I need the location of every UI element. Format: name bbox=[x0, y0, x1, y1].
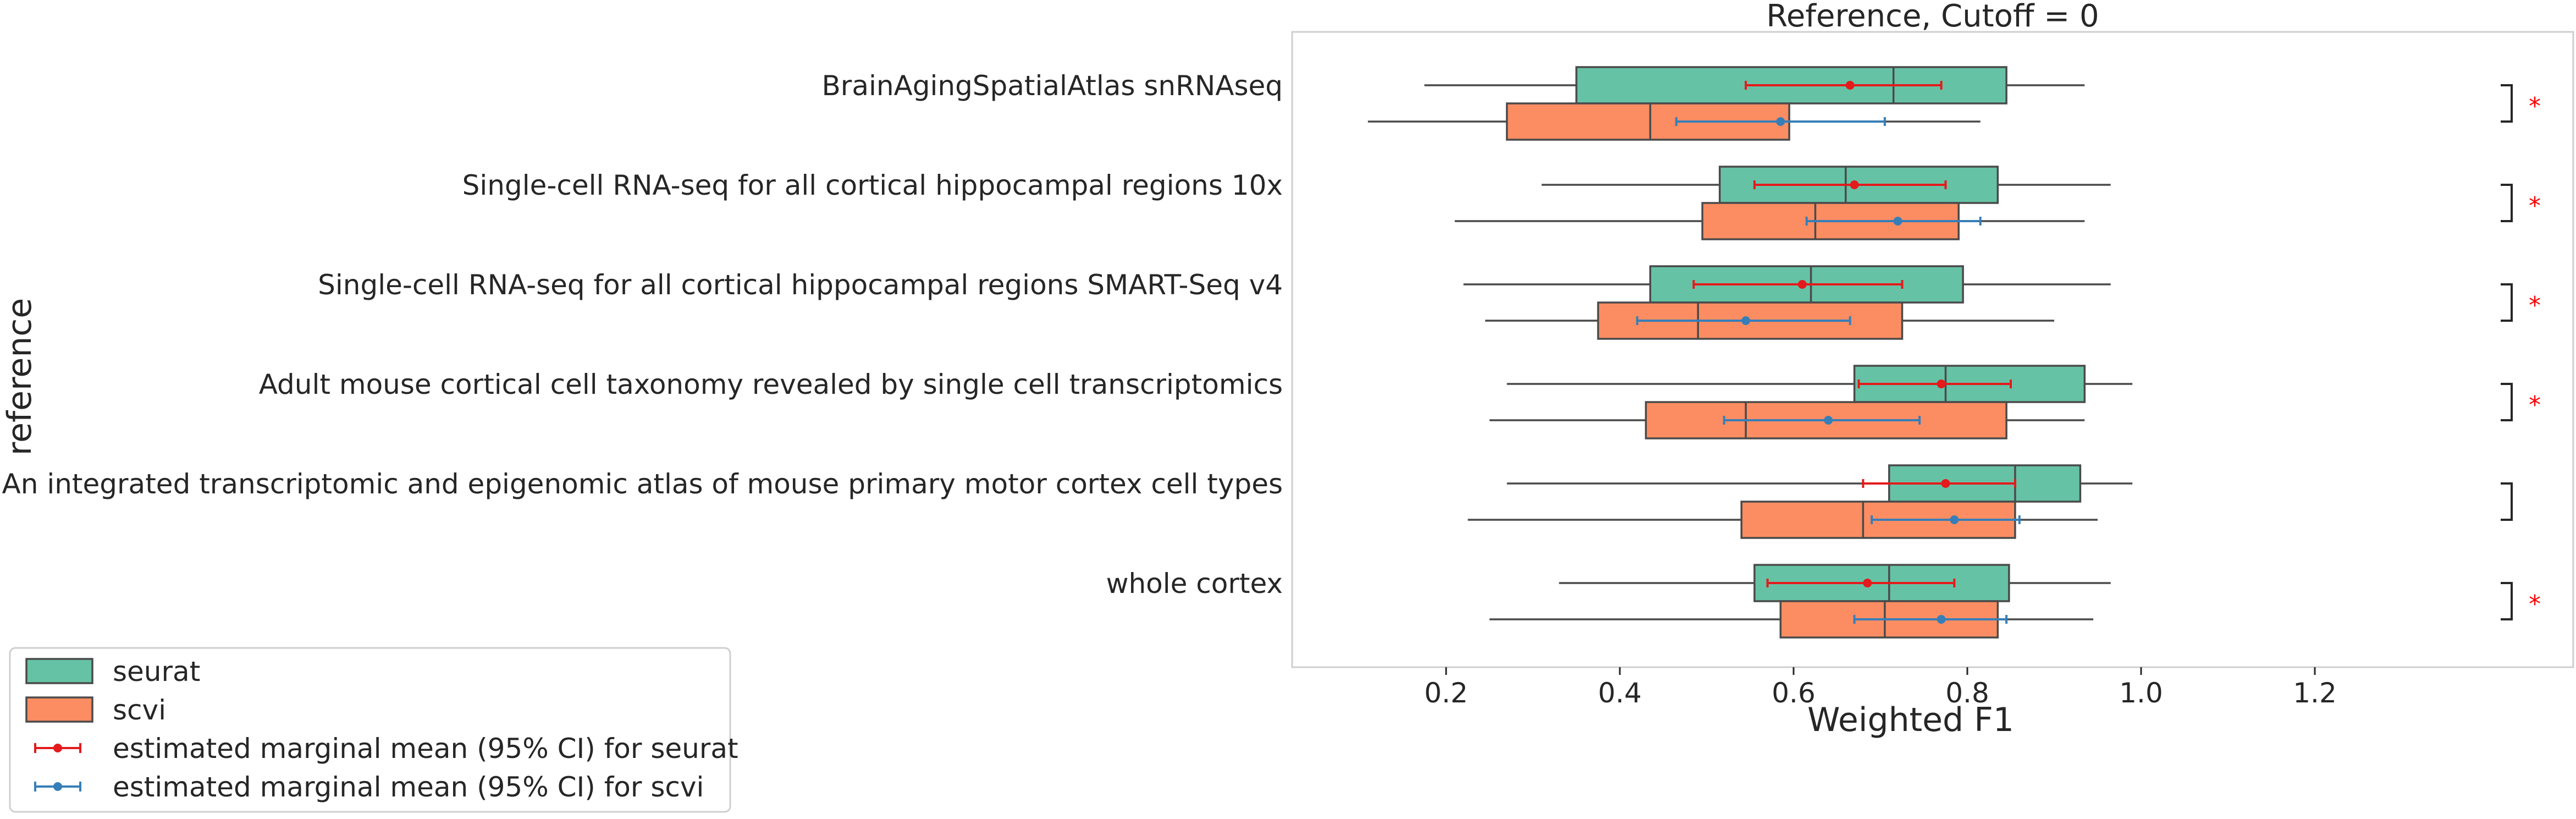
x-axis-label: Weighted F1 bbox=[1807, 701, 2014, 739]
significance-bracket bbox=[2501, 582, 2513, 620]
legend-label: scvi bbox=[113, 694, 166, 726]
scvi-mean-point bbox=[1824, 416, 1833, 425]
seurat-mean-point bbox=[1937, 380, 1946, 388]
legend: seurat scvi estimated marginal mean (95% C… bbox=[9, 647, 738, 813]
y-tick-label: An integrated transcriptomic and epigeno… bbox=[2, 468, 1283, 500]
legend-errorbar-point bbox=[53, 744, 62, 752]
y-axis-tick-labels: BrainAgingSpatialAtlas snRNAseq Single-ce… bbox=[2, 70, 1283, 600]
significance-bracket bbox=[2501, 84, 2513, 123]
legend-swatch bbox=[25, 696, 93, 723]
seurat-mean-point bbox=[1850, 180, 1859, 189]
chart-title: Reference, Cutoff = 0 bbox=[1766, 0, 2099, 34]
significance-star: * bbox=[2529, 292, 2541, 320]
legend-frame bbox=[9, 647, 731, 813]
x-axis-ticks: 0.2 0.4 0.6 0.8 1.0 1.2 bbox=[1424, 667, 2337, 709]
marginal-mean-series bbox=[1636, 81, 2021, 624]
y-tick-label: Single-cell RNA-seq for all cortical hip… bbox=[462, 169, 1283, 201]
y-tick-label: whole cortex bbox=[1106, 568, 1283, 600]
x-tick-label: 1.0 bbox=[2119, 677, 2163, 709]
seurat-marginal-mean bbox=[1766, 579, 1956, 587]
scvi-marginal-mean bbox=[1853, 615, 2008, 624]
scvi-marginal-mean bbox=[1723, 416, 1921, 425]
significance-star: * bbox=[2529, 391, 2541, 419]
seurat-marginal-mean bbox=[1857, 380, 2012, 388]
significance-star: * bbox=[2529, 590, 2541, 618]
seurat-marginal-mean bbox=[1753, 180, 1947, 189]
significance-bracket bbox=[2501, 482, 2513, 521]
x-tick-label: 0.4 bbox=[1598, 677, 1642, 709]
y-tick-label: BrainAgingSpatialAtlas snRNAseq bbox=[821, 70, 1283, 102]
y-tick-label: Single-cell RNA-seq for all cortical hip… bbox=[318, 269, 1283, 301]
seurat-mean-point bbox=[1863, 579, 1872, 587]
scvi-mean-point bbox=[1776, 117, 1785, 126]
seurat-mean-point bbox=[1845, 81, 1855, 90]
significance-markers: * * * * * bbox=[2501, 84, 2541, 620]
scvi-marginal-mean bbox=[1636, 316, 1851, 325]
legend-errorbar-point bbox=[53, 782, 62, 791]
significance-star: * bbox=[2529, 192, 2541, 220]
scvi-marginal-mean bbox=[1675, 117, 1886, 126]
legend-label: estimated marginal mean (95% CI) for seu… bbox=[113, 733, 738, 765]
box-series bbox=[1367, 66, 2133, 639]
scvi-box bbox=[1490, 600, 2094, 639]
legend-label: seurat bbox=[113, 656, 200, 688]
scvi-marginal-mean bbox=[1805, 217, 1982, 226]
scvi-mean-point bbox=[1937, 615, 1946, 624]
significance-bracket bbox=[2501, 383, 2513, 421]
seurat-marginal-mean bbox=[1745, 81, 1943, 90]
x-tick-label: 0.8 bbox=[1945, 677, 1989, 709]
scvi-marginal-mean bbox=[1871, 515, 2021, 524]
scvi-mean-point bbox=[1741, 316, 1751, 325]
seurat-mean-point bbox=[1941, 479, 1950, 488]
scvi-mean-point bbox=[1893, 217, 1902, 226]
significance-bracket bbox=[2501, 283, 2513, 322]
seurat-marginal-mean bbox=[1862, 479, 2016, 488]
seurat-mean-point bbox=[1797, 280, 1807, 289]
y-axis-label: reference bbox=[1, 298, 39, 456]
significance-bracket bbox=[2501, 184, 2513, 222]
x-tick-label: 0.6 bbox=[1772, 677, 1816, 709]
seurat-marginal-mean bbox=[1692, 280, 1904, 289]
plot-area bbox=[1291, 31, 2574, 668]
significance-star: * bbox=[2529, 92, 2541, 120]
legend-label: estimated marginal mean (95% CI) for scv… bbox=[113, 771, 704, 803]
x-tick-label: 0.2 bbox=[1424, 677, 1468, 709]
x-tick-label: 1.2 bbox=[2293, 677, 2337, 709]
y-tick-label: Adult mouse cortical cell taxonomy revea… bbox=[259, 369, 1283, 400]
legend-swatch bbox=[25, 658, 93, 684]
scvi-mean-point bbox=[1950, 515, 1959, 524]
